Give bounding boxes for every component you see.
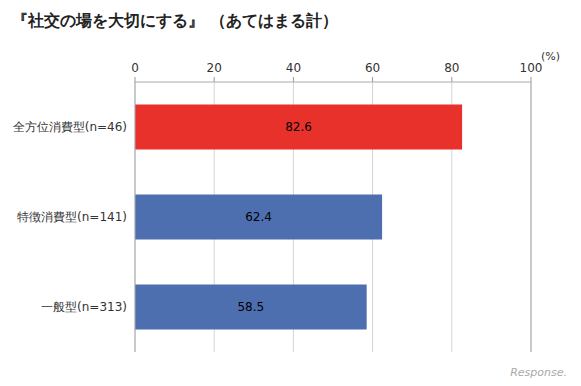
- grid-line: [135, 82, 136, 352]
- category-label: 一般型(n=313): [41, 300, 127, 314]
- axis-line-top: [135, 82, 531, 83]
- x-axis: 0 20 40 60 80 100: [131, 61, 542, 82]
- bar: [135, 105, 462, 150]
- tick-label: 0: [131, 61, 139, 75]
- axis-line-left: [135, 82, 136, 352]
- data-label: 82.6: [285, 120, 312, 134]
- tick-mark: [293, 77, 294, 82]
- tick-mark: [372, 77, 373, 82]
- tick-label: 20: [207, 61, 222, 75]
- bar: [135, 195, 382, 240]
- axis-lines: [135, 82, 531, 352]
- tick-label: 100: [520, 61, 543, 75]
- annotation: Response.: [510, 366, 567, 379]
- tick-mark: [451, 77, 452, 82]
- bars: [135, 105, 462, 330]
- grid: [135, 82, 531, 352]
- tick-label: 40: [286, 61, 301, 75]
- tick-mark: [214, 77, 215, 82]
- data-label: 58.5: [237, 300, 264, 314]
- page: {"chart_data": {"type": "bar", "orientat…: [0, 0, 581, 386]
- tick-mark: [531, 77, 532, 82]
- category-label: 全方位消費型(n=46): [13, 120, 127, 134]
- tick-label: 60: [365, 61, 380, 75]
- axis-unit: (%): [541, 50, 560, 63]
- tick-mark: [135, 77, 136, 82]
- title: 『社交の場を大切にする』 （あてはまる計）: [12, 11, 338, 30]
- y-axis-labels: 全方位消費型(n=46) 特徴消費型(n=141) 一般型(n=313): [13, 120, 127, 314]
- data-label: 62.4: [245, 210, 272, 224]
- grid-line: [531, 82, 532, 352]
- axis-line-right: [531, 82, 532, 352]
- category-label: 特徴消費型(n=141): [17, 210, 127, 224]
- tick-label: 80: [444, 61, 459, 75]
- chart: 『社交の場を大切にする』 （あてはまる計） 全方位消費型(n=46) 特徴消費型(n…: [0, 0, 581, 386]
- bar: [135, 285, 367, 330]
- data-labels: 82.6 62.4 58.5: [237, 120, 311, 314]
